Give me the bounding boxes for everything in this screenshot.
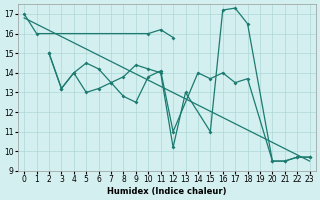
X-axis label: Humidex (Indice chaleur): Humidex (Indice chaleur) bbox=[107, 187, 227, 196]
